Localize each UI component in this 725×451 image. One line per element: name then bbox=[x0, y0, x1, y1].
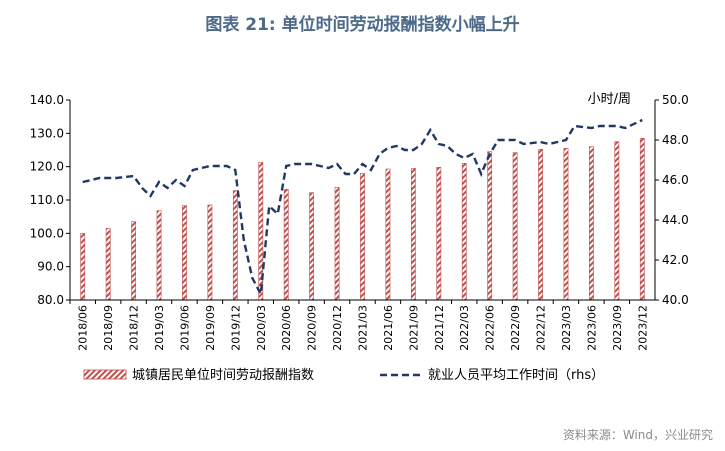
right-tick-label: 42.0 bbox=[662, 253, 689, 267]
bars-group bbox=[80, 138, 645, 301]
source-note: 资料来源：Wind，兴业研究 bbox=[562, 428, 713, 442]
x-tick-label: 2021/09 bbox=[407, 305, 420, 351]
right-tick-label: 40.0 bbox=[662, 293, 689, 307]
bar-2022/06 bbox=[487, 151, 493, 301]
ticks-group: 80.0 90.0 100.0 110.0 120.0 130.0 140.0 40.0 42.… bbox=[30, 93, 689, 351]
x-tick-label: 2023/12 bbox=[636, 305, 649, 351]
x-tick-label: 2021/12 bbox=[433, 305, 446, 351]
x-tick-label: 2018/06 bbox=[77, 305, 90, 351]
x-tick-label: 2018/09 bbox=[102, 305, 115, 351]
bar-2022/03 bbox=[461, 163, 467, 301]
bar-2023/03 bbox=[563, 148, 569, 301]
left-tick-label: 110.0 bbox=[30, 193, 64, 207]
x-tick-label: 2021/03 bbox=[357, 305, 370, 351]
x-tick-label: 2020/12 bbox=[331, 305, 344, 351]
x-tick-label: 2023/09 bbox=[611, 305, 624, 351]
bar-2019/06 bbox=[182, 205, 187, 301]
x-tick-label: 2020/06 bbox=[280, 305, 293, 351]
right-tick-label: 48.0 bbox=[662, 133, 689, 147]
bar-2021/12 bbox=[436, 167, 442, 301]
bar-2023/09 bbox=[614, 141, 620, 301]
x-tick-label: 2019/03 bbox=[153, 305, 166, 351]
bar-2019/09 bbox=[207, 204, 213, 301]
bar-2018/09 bbox=[105, 228, 111, 301]
bar-2020/06 bbox=[283, 189, 289, 301]
bar-2021/06 bbox=[385, 168, 391, 301]
x-tick-label: 2021/06 bbox=[382, 305, 395, 351]
right-axis-unit: 小时/周 bbox=[588, 92, 631, 107]
bar-2021/03 bbox=[360, 173, 365, 301]
legend-line-label: 就业人员平均工作时间（rhs） bbox=[428, 368, 604, 383]
x-tick-label: 2019/12 bbox=[229, 305, 242, 351]
legend: 城镇居民单位时间劳动报酬指数 就业人员平均工作时间（rhs） bbox=[83, 367, 604, 383]
left-tick-label: 80.0 bbox=[37, 293, 64, 307]
x-tick-label: 2022/03 bbox=[458, 305, 471, 351]
right-tick-label: 50.0 bbox=[662, 93, 689, 107]
bar-2022/09 bbox=[512, 152, 518, 301]
left-tick-label: 90.0 bbox=[37, 260, 64, 274]
bar-2018/12 bbox=[131, 221, 136, 301]
x-tick-label: 2022/12 bbox=[535, 305, 548, 351]
left-tick-label: 140.0 bbox=[30, 93, 64, 107]
right-tick-label: 46.0 bbox=[662, 173, 689, 187]
x-tick-label: 2023/03 bbox=[560, 305, 573, 351]
x-tick-label: 2020/09 bbox=[306, 305, 319, 351]
legend-bar-swatch bbox=[83, 369, 127, 380]
bar-2019/12 bbox=[232, 190, 238, 301]
x-tick-label: 2019/06 bbox=[178, 305, 191, 351]
x-tick-label: 2019/09 bbox=[204, 305, 217, 351]
bar-2022/12 bbox=[538, 149, 543, 301]
x-tick-label: 2022/09 bbox=[509, 305, 522, 351]
left-tick-label: 130.0 bbox=[30, 126, 64, 140]
bar-2023/12 bbox=[639, 138, 645, 301]
right-tick-label: 44.0 bbox=[662, 213, 689, 227]
left-tick-label: 100.0 bbox=[30, 226, 64, 240]
x-tick-label: 2022/06 bbox=[484, 305, 497, 351]
bar-2020/12 bbox=[334, 187, 340, 301]
bar-2021/09 bbox=[410, 168, 416, 301]
bar-2018/06 bbox=[80, 233, 86, 301]
bar-2019/03 bbox=[156, 210, 162, 301]
x-tick-label: 2018/12 bbox=[128, 305, 141, 351]
legend-bar-label: 城镇居民单位时间劳动报酬指数 bbox=[132, 367, 314, 383]
x-tick-label: 2023/06 bbox=[585, 305, 598, 351]
bar-2020/09 bbox=[309, 192, 315, 301]
left-tick-label: 120.0 bbox=[30, 160, 64, 174]
x-tick-label: 2020/03 bbox=[255, 305, 268, 351]
chart-title: 图表 21: 单位时间劳动报酬指数小幅上升 bbox=[205, 15, 520, 35]
bar-2023/06 bbox=[589, 146, 594, 301]
